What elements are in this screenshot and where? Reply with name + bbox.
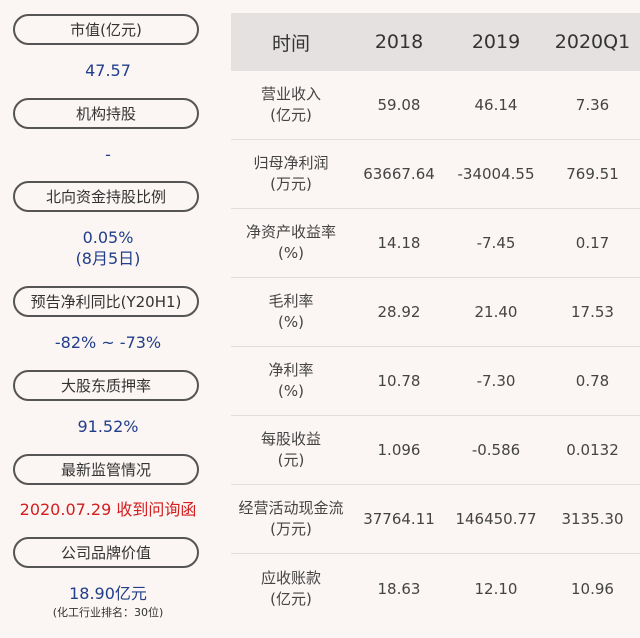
cell-2018: 18.63 (377, 579, 421, 598)
row-name: 经营活动现金流 (238, 499, 344, 517)
cell-2018: 28.92 (377, 303, 421, 321)
table-row: 经营活动现金流 (万元) 37764.11 146450.77 3135.30 (231, 485, 640, 554)
cell-2018: 59.08 (377, 96, 421, 114)
institution-holding-value: - (105, 145, 111, 164)
row-unit: (万元) (270, 520, 312, 538)
regulatory-value: 2020.07.29 收到问询函 (19, 500, 197, 519)
cell-2020q1: 0.17 (575, 234, 610, 252)
cell-2019: -0.586 (471, 441, 521, 459)
pledge-ratio-value: 91.52% (77, 417, 139, 436)
cell-2018: 37764.11 (363, 510, 435, 528)
profit-forecast-value: -82% ~ -73% (54, 333, 162, 352)
pledge-ratio-label: 大股东质押率 (13, 370, 199, 401)
cell-2018: 10.78 (377, 372, 421, 390)
row-name: 每股收益 (260, 430, 321, 448)
table-row: 毛利率 (%) 28.92 21.40 17.53 (231, 278, 640, 347)
brand-value-note: (化工行业排名：30位) (52, 606, 164, 619)
row-unit: (亿元) (270, 589, 312, 608)
cell-2019: -7.30 (476, 372, 516, 390)
row-unit: (亿元) (270, 106, 312, 124)
regulatory-label: 最新监管情况 (13, 454, 199, 485)
left-panel: 市值(亿元) 47.57 机构持股 - 北向资金持股比例 0.05% (8月5日… (0, 0, 216, 638)
row-unit: (元) (277, 451, 305, 469)
row-unit: (%) (278, 313, 304, 331)
header-2020q1: 2020Q1 (554, 31, 631, 53)
profit-forecast-label: 预告净利同比(Y20H1) (13, 286, 199, 317)
cell-2019: -7.45 (476, 234, 516, 252)
cell-2020q1: 10.96 (571, 579, 614, 598)
row-name: 营业收入 (260, 85, 321, 103)
row-name: 净利率 (268, 361, 314, 379)
row-unit: (%) (278, 244, 304, 262)
northbound-ratio-value: 0.05% (82, 228, 134, 247)
cell-2020q1: 17.53 (571, 303, 614, 321)
cell-2020q1: 0.0132 (566, 441, 619, 459)
row-unit: (万元) (270, 175, 312, 193)
northbound-ratio-label: 北向资金持股比例 (13, 181, 199, 212)
header-2019: 2019 (471, 31, 521, 53)
row-name: 归母净利润 (253, 154, 329, 172)
cell-2020q1: 0.78 (575, 372, 610, 390)
row-name: 净资产收益率 (245, 223, 336, 241)
cell-2019: 46.14 (474, 96, 518, 114)
table-row: 应收账款 (亿元) 18.63 12.10 10.96 (231, 554, 640, 623)
cell-2020q1: 3135.30 (561, 510, 624, 528)
northbound-ratio-date: (8月5日) (75, 249, 141, 268)
cell-2019: 12.10 (474, 579, 518, 598)
financial-table: 时间 2018 2019 2020Q1 营业收入 (亿元) 59.08 46.14… (231, 13, 640, 623)
row-name: 应收账款 (260, 568, 321, 587)
header-time: 时间 (271, 32, 310, 55)
brand-value-value: 18.90亿元 (69, 584, 147, 603)
table-row: 每股收益 (元) 1.096 -0.586 0.0132 (231, 416, 640, 485)
cell-2018: 14.18 (377, 234, 421, 252)
header-2018: 2018 (374, 31, 424, 53)
cell-2019: -34004.55 (457, 165, 535, 183)
table-header: 时间 2018 2019 2020Q1 (231, 13, 640, 71)
institution-holding-label: 机构持股 (13, 98, 199, 129)
cell-2020q1: 7.36 (575, 96, 610, 114)
cell-2020q1: 769.51 (566, 165, 619, 183)
table-row: 归母净利润 (万元) 63667.64 -34004.55 769.51 (231, 140, 640, 209)
cell-2019: 146450.77 (455, 510, 537, 528)
brand-value-label: 公司品牌价值 (13, 537, 199, 568)
row-name: 毛利率 (268, 292, 314, 310)
cell-2018: 63667.64 (363, 165, 435, 183)
table-row: 营业收入 (亿元) 59.08 46.14 7.36 (231, 71, 640, 140)
row-unit: (%) (278, 382, 304, 400)
market-cap-label: 市值(亿元) (13, 14, 199, 45)
cell-2019: 21.40 (474, 303, 518, 321)
table-row: 净资产收益率 (%) 14.18 -7.45 0.17 (231, 209, 640, 278)
cell-2018: 1.096 (377, 441, 421, 459)
market-cap-value: 47.57 (85, 61, 131, 80)
table-row: 净利率 (%) 10.78 -7.30 0.78 (231, 347, 640, 416)
